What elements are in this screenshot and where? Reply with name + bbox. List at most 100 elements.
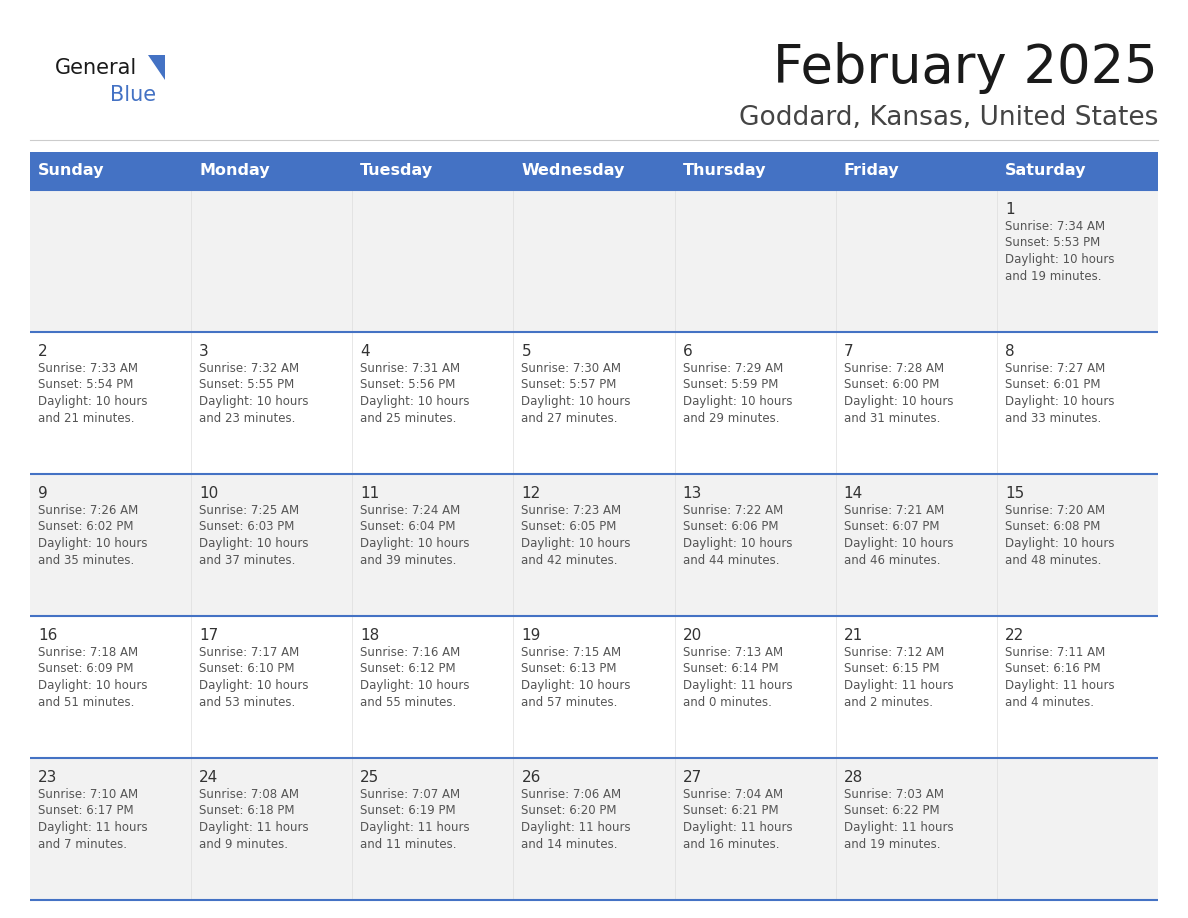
Bar — [353, 332, 513, 474]
Bar — [30, 616, 191, 758]
Text: Sunset: 6:06 PM: Sunset: 6:06 PM — [683, 521, 778, 533]
Text: Sunrise: 7:26 AM: Sunrise: 7:26 AM — [38, 504, 138, 517]
Text: Sunrise: 7:20 AM: Sunrise: 7:20 AM — [1005, 504, 1105, 517]
Bar — [30, 758, 191, 900]
Text: and 29 minutes.: and 29 minutes. — [683, 411, 779, 424]
Text: Sunset: 6:00 PM: Sunset: 6:00 PM — [843, 378, 939, 391]
Bar — [675, 152, 835, 190]
Text: Sunrise: 7:15 AM: Sunrise: 7:15 AM — [522, 646, 621, 659]
Text: Sunrise: 7:16 AM: Sunrise: 7:16 AM — [360, 646, 461, 659]
Text: and 7 minutes.: and 7 minutes. — [38, 837, 127, 850]
Bar — [191, 190, 353, 332]
Bar — [997, 616, 1158, 758]
Text: and 35 minutes.: and 35 minutes. — [38, 554, 134, 566]
Text: Daylight: 10 hours: Daylight: 10 hours — [200, 395, 309, 408]
Text: Daylight: 11 hours: Daylight: 11 hours — [200, 821, 309, 834]
Text: 23: 23 — [38, 770, 57, 785]
Text: Sunrise: 7:08 AM: Sunrise: 7:08 AM — [200, 788, 299, 801]
Text: and 48 minutes.: and 48 minutes. — [1005, 554, 1101, 566]
Text: Sunset: 6:02 PM: Sunset: 6:02 PM — [38, 521, 133, 533]
Bar — [513, 474, 675, 616]
Text: Sunrise: 7:24 AM: Sunrise: 7:24 AM — [360, 504, 461, 517]
Text: Goddard, Kansas, United States: Goddard, Kansas, United States — [739, 105, 1158, 131]
Text: 22: 22 — [1005, 628, 1024, 643]
Text: Daylight: 11 hours: Daylight: 11 hours — [522, 821, 631, 834]
Text: and 11 minutes.: and 11 minutes. — [360, 837, 456, 850]
Text: 2: 2 — [38, 344, 48, 359]
Text: Daylight: 11 hours: Daylight: 11 hours — [683, 821, 792, 834]
Bar — [835, 474, 997, 616]
Text: Sunrise: 7:21 AM: Sunrise: 7:21 AM — [843, 504, 944, 517]
Bar — [675, 332, 835, 474]
Bar — [353, 616, 513, 758]
Text: Sunrise: 7:18 AM: Sunrise: 7:18 AM — [38, 646, 138, 659]
Bar — [191, 474, 353, 616]
Text: Sunrise: 7:34 AM: Sunrise: 7:34 AM — [1005, 220, 1105, 233]
Text: Daylight: 10 hours: Daylight: 10 hours — [522, 679, 631, 692]
Text: and 21 minutes.: and 21 minutes. — [38, 411, 134, 424]
Text: and 37 minutes.: and 37 minutes. — [200, 554, 296, 566]
Text: 12: 12 — [522, 486, 541, 501]
Bar — [835, 616, 997, 758]
Bar — [191, 152, 353, 190]
Text: Daylight: 11 hours: Daylight: 11 hours — [683, 679, 792, 692]
Text: Daylight: 10 hours: Daylight: 10 hours — [360, 679, 469, 692]
Bar — [30, 190, 191, 332]
Text: Sunrise: 7:28 AM: Sunrise: 7:28 AM — [843, 362, 943, 375]
Text: Sunset: 6:16 PM: Sunset: 6:16 PM — [1005, 663, 1100, 676]
Text: Sunset: 6:08 PM: Sunset: 6:08 PM — [1005, 521, 1100, 533]
Text: Sunset: 6:01 PM: Sunset: 6:01 PM — [1005, 378, 1100, 391]
Polygon shape — [148, 55, 165, 80]
Text: Daylight: 10 hours: Daylight: 10 hours — [1005, 537, 1114, 550]
Text: Sunrise: 7:06 AM: Sunrise: 7:06 AM — [522, 788, 621, 801]
Text: Sunrise: 7:25 AM: Sunrise: 7:25 AM — [200, 504, 299, 517]
Text: 16: 16 — [38, 628, 57, 643]
Bar — [513, 758, 675, 900]
Bar — [353, 474, 513, 616]
Text: February 2025: February 2025 — [773, 42, 1158, 94]
Bar — [191, 758, 353, 900]
Text: Sunset: 6:10 PM: Sunset: 6:10 PM — [200, 663, 295, 676]
Text: and 51 minutes.: and 51 minutes. — [38, 696, 134, 709]
Bar — [191, 616, 353, 758]
Text: Wednesday: Wednesday — [522, 163, 625, 178]
Text: Sunset: 6:20 PM: Sunset: 6:20 PM — [522, 804, 617, 818]
Text: 18: 18 — [360, 628, 379, 643]
Bar — [513, 332, 675, 474]
Text: 27: 27 — [683, 770, 702, 785]
Text: Thursday: Thursday — [683, 163, 766, 178]
Text: and 4 minutes.: and 4 minutes. — [1005, 696, 1094, 709]
Text: Tuesday: Tuesday — [360, 163, 434, 178]
Bar — [513, 616, 675, 758]
Text: Sunset: 6:15 PM: Sunset: 6:15 PM — [843, 663, 940, 676]
Text: 1: 1 — [1005, 202, 1015, 217]
Bar — [997, 332, 1158, 474]
Text: Sunset: 5:55 PM: Sunset: 5:55 PM — [200, 378, 295, 391]
Text: 14: 14 — [843, 486, 862, 501]
Text: and 19 minutes.: and 19 minutes. — [843, 837, 940, 850]
Text: 21: 21 — [843, 628, 862, 643]
Bar — [513, 190, 675, 332]
Text: and 33 minutes.: and 33 minutes. — [1005, 411, 1101, 424]
Text: 9: 9 — [38, 486, 48, 501]
Text: Sunrise: 7:31 AM: Sunrise: 7:31 AM — [360, 362, 461, 375]
Text: Sunrise: 7:11 AM: Sunrise: 7:11 AM — [1005, 646, 1105, 659]
Bar — [353, 758, 513, 900]
Text: 17: 17 — [200, 628, 219, 643]
Text: Sunset: 5:53 PM: Sunset: 5:53 PM — [1005, 237, 1100, 250]
Text: and 42 minutes.: and 42 minutes. — [522, 554, 618, 566]
Text: Sunday: Sunday — [38, 163, 105, 178]
Text: Sunset: 6:18 PM: Sunset: 6:18 PM — [200, 804, 295, 818]
Text: Sunrise: 7:03 AM: Sunrise: 7:03 AM — [843, 788, 943, 801]
Text: Sunset: 5:56 PM: Sunset: 5:56 PM — [360, 378, 456, 391]
Text: Sunset: 6:07 PM: Sunset: 6:07 PM — [843, 521, 940, 533]
Text: and 16 minutes.: and 16 minutes. — [683, 837, 779, 850]
Text: General: General — [55, 58, 138, 78]
Bar — [835, 758, 997, 900]
Text: Sunset: 5:57 PM: Sunset: 5:57 PM — [522, 378, 617, 391]
Text: Sunset: 5:54 PM: Sunset: 5:54 PM — [38, 378, 133, 391]
Text: Daylight: 11 hours: Daylight: 11 hours — [843, 821, 953, 834]
Text: Sunset: 6:21 PM: Sunset: 6:21 PM — [683, 804, 778, 818]
Text: Daylight: 10 hours: Daylight: 10 hours — [1005, 253, 1114, 266]
Text: and 0 minutes.: and 0 minutes. — [683, 696, 771, 709]
